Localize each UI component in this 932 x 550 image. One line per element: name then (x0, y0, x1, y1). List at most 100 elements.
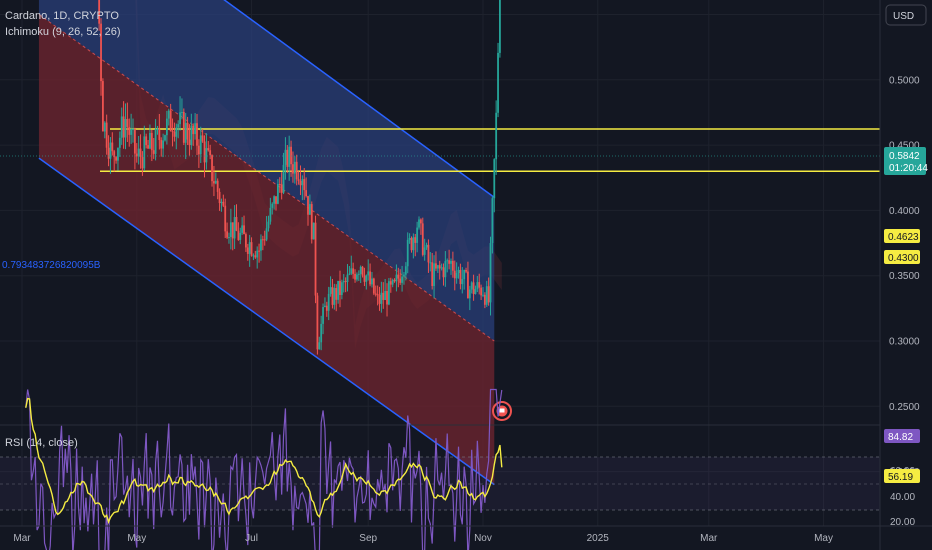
candle (433, 255, 435, 299)
candle (327, 286, 330, 321)
candle-body (269, 207, 272, 222)
candle-body (288, 146, 291, 167)
candle (497, 42, 499, 118)
horizontal-levels (100, 128, 880, 172)
candle (346, 264, 349, 292)
candle-body (371, 278, 373, 285)
candle-body (286, 149, 289, 167)
candle (367, 259, 370, 281)
candle-body (467, 271, 469, 299)
time-tick-label: Sep (359, 533, 377, 544)
candle-body (280, 184, 283, 193)
candle (423, 238, 426, 261)
candle-body (149, 132, 151, 149)
time-axis[interactable]: Mar May Jul Sep Nov 2025 Mar May (13, 533, 833, 544)
rsi-title[interactable]: RSI (14, close) (5, 437, 78, 449)
channel-label: 0.793483726820095B (2, 260, 101, 271)
candle-body (397, 274, 400, 279)
candle (438, 260, 441, 280)
time-tick-label: 2025 (587, 533, 610, 544)
rsi-value: 84.82 (888, 432, 913, 443)
candle (340, 279, 343, 300)
candle-body (284, 149, 287, 165)
indicator-title[interactable]: Ichimoku (9, 26, 52, 26) (5, 26, 121, 38)
candle (273, 195, 276, 210)
candle (263, 230, 266, 246)
candle-body (181, 112, 183, 114)
candle (316, 292, 319, 355)
candle-body (438, 265, 441, 269)
candle-body (455, 272, 458, 279)
candle-body (384, 290, 387, 300)
candle-body (132, 128, 134, 130)
candle (305, 177, 308, 198)
candle-body (252, 255, 255, 257)
candle-body (275, 196, 277, 204)
rsi-ma-value: 56.19 (888, 472, 913, 483)
candle (207, 141, 210, 152)
symbol-title[interactable]: Cardano, 1D, CRYPTO (5, 10, 119, 22)
candle-body (337, 280, 340, 300)
candle-body (363, 275, 366, 282)
candle-body (491, 198, 494, 244)
candle-body (152, 150, 155, 154)
time-tick-label: Mar (700, 533, 718, 544)
candle-body (207, 148, 210, 151)
candle (216, 178, 219, 200)
candle-body (305, 190, 308, 197)
candle (209, 144, 212, 160)
candle (295, 154, 298, 186)
channel-upper-line (223, 0, 495, 198)
candle (427, 239, 430, 273)
candle (181, 98, 183, 120)
candle (404, 262, 407, 281)
candle-body (186, 122, 189, 140)
candle-body (324, 305, 326, 308)
candle (416, 221, 419, 253)
candle (476, 275, 479, 293)
candle (171, 118, 174, 147)
candle (239, 227, 242, 245)
candle-body (167, 110, 170, 119)
candle (245, 232, 247, 252)
candle (235, 204, 238, 232)
candle (450, 258, 452, 275)
candle (365, 274, 368, 290)
level-badge-1: 0.4623 (884, 229, 920, 243)
candle-body (197, 145, 200, 155)
candle (113, 149, 116, 172)
time-tick-label: Mar (13, 533, 31, 544)
candle (354, 269, 356, 283)
candle (310, 201, 313, 244)
candle (286, 145, 289, 174)
last-price-value: 0.5842 (889, 151, 920, 162)
candle-body (483, 294, 486, 305)
flag-icon[interactable] (492, 401, 512, 421)
candle (122, 101, 125, 149)
candle (194, 113, 197, 140)
rsi-tick-40: 40.00 (890, 492, 915, 503)
candle (451, 251, 454, 278)
candle-body (171, 131, 174, 133)
currency-button[interactable]: USD (885, 4, 927, 26)
candle (352, 262, 355, 279)
candle-body (239, 232, 242, 240)
candle-body (359, 266, 362, 274)
candle (145, 133, 148, 149)
candle-body (165, 118, 168, 136)
candle-body (333, 288, 336, 305)
candle-body (295, 161, 298, 180)
candle-body (356, 274, 358, 280)
candle (175, 123, 178, 150)
candle (293, 156, 296, 184)
candle (421, 217, 424, 257)
candle (164, 134, 166, 142)
candle (229, 208, 232, 250)
candle-body (267, 221, 270, 229)
candle-body (457, 269, 460, 273)
time-tick-label: Jul (245, 533, 258, 544)
candle-body (307, 196, 309, 215)
candle-body (147, 145, 149, 149)
candle-body (177, 124, 180, 128)
